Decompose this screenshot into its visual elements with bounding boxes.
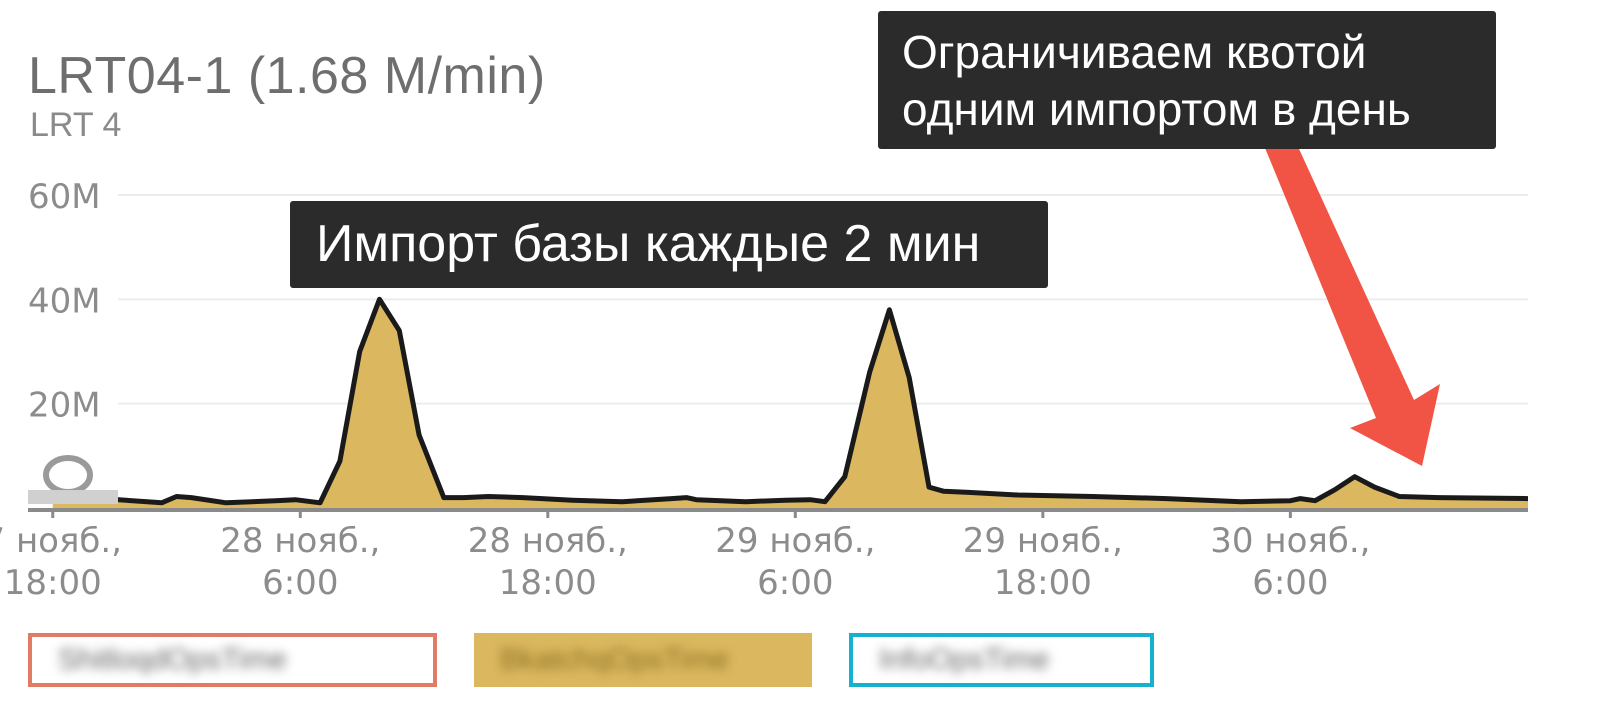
x-tick-label-line2: 18:00 [4, 563, 102, 603]
annotation-import: Импорт базы каждые 2 мин [290, 201, 1048, 288]
series-area [28, 296, 1529, 508]
y-tick-labels: 20M 40M 60M [28, 177, 101, 426]
annotation-quota: Ограничиваем квотой одним импортом в ден… [878, 11, 1496, 149]
legend-item-2-label: BkatchqOpsTime [500, 643, 729, 676]
x-tick-label-line2: 6:00 [1252, 563, 1328, 603]
chart-subtitle: LRT 4 [30, 106, 122, 144]
series-area-fill [52, 299, 1529, 508]
legend-item-1-label: ShitloqdOpsTime [58, 643, 287, 676]
y-tick-label: 20M [28, 386, 101, 426]
x-tick-label-line2: 18:00 [499, 563, 597, 603]
arrow-icon [1233, 55, 1440, 466]
y-tick-label: 60M [28, 177, 101, 217]
legend-item-3-label: InfoOpsTime [879, 643, 1050, 676]
chart-title: LRT04-1 (1.68 M/min) [28, 47, 546, 105]
annotation-quota-line1: Ограничиваем квотой [902, 26, 1367, 78]
x-tick-label-line2: 18:00 [994, 563, 1092, 603]
legend-item-3[interactable]: InfoOpsTime [849, 633, 1154, 687]
x-tick-label-line1: 7 нояб., [0, 521, 122, 561]
x-tick-label-line1: 30 нояб., [1210, 521, 1370, 561]
x-tick-label-line1: 29 нояб., [715, 521, 875, 561]
x-tick-label-line1: 28 нояб., [468, 521, 628, 561]
annotation-quota-line2: одним импортом в день [902, 83, 1411, 135]
x-tick-label-line1: 28 нояб., [220, 521, 380, 561]
series-line [52, 296, 1529, 506]
annotation-arrow [1233, 55, 1440, 466]
legend-item-1[interactable]: ShitloqdOpsTime [28, 633, 437, 687]
annotation-import-text: Импорт базы каждые 2 мин [316, 215, 981, 273]
y-tick-label: 40M [28, 281, 101, 321]
x-tick-label-line2: 6:00 [262, 563, 338, 603]
legend-item-2[interactable]: BkatchqOpsTime [474, 633, 812, 687]
cursor-marker-base [28, 490, 118, 504]
x-tick-label-line2: 6:00 [757, 563, 833, 603]
cursor-marker-icon [43, 455, 93, 495]
x-tick-label-line1: 29 нояб., [963, 521, 1123, 561]
